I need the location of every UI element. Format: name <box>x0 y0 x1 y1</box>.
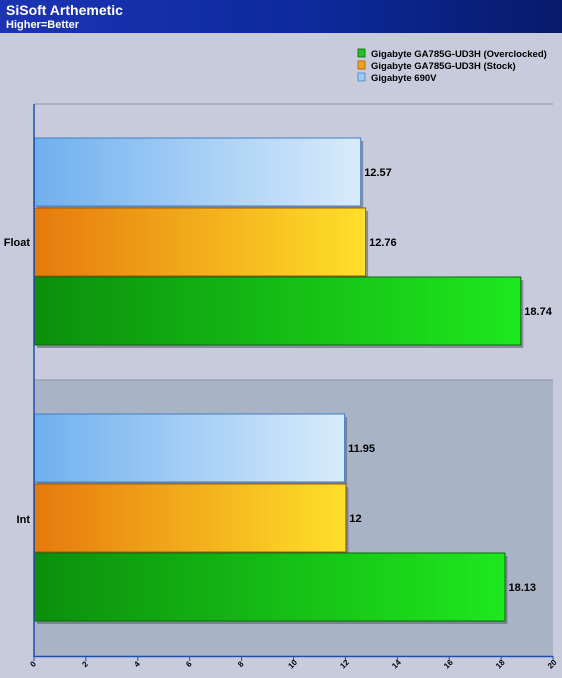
legend-label-690v: Gigabyte 690V <box>371 73 437 84</box>
x-tick-label-8: 16 <box>442 658 455 671</box>
bar-float-overclocked <box>34 276 522 346</box>
data-label-float-690v: 12.57 <box>364 167 392 179</box>
x-tick-label-9: 18 <box>494 658 507 671</box>
bar-float-690v <box>34 137 362 207</box>
chart-subtitle: Higher=Better <box>6 19 80 31</box>
bar-int-stock <box>34 483 347 553</box>
title-bar <box>0 0 562 33</box>
x-tick-label-3: 6 <box>184 659 194 669</box>
chart-title: SiSoft Arthemetic <box>6 2 123 18</box>
data-label-float-stock: 12.76 <box>369 237 397 249</box>
x-tick-label-5: 10 <box>286 658 299 671</box>
category-label-int: Int <box>17 514 31 526</box>
bar-int-690v <box>34 413 346 483</box>
x-tick-label-0: 0 <box>28 659 38 669</box>
x-tick-label-4: 8 <box>236 659 246 669</box>
bars: 12.57 12.76 18.74 11.95 12 18.13 <box>34 137 553 624</box>
data-label-float-overclocked: 18.74 <box>524 306 552 318</box>
legend-swatch-690v <box>357 72 366 82</box>
data-label-int-690v: 11.95 <box>348 443 375 455</box>
legend: Gigabyte GA785G-UD3H (Overclocked) Gigab… <box>357 48 547 84</box>
x-tick-label-6: 12 <box>338 658 351 671</box>
legend-label-stock: Gigabyte GA785G-UD3H (Stock) <box>371 61 516 72</box>
bar-float-stock <box>34 207 367 277</box>
legend-swatch-stock <box>357 60 366 70</box>
x-tick-label-1: 2 <box>80 659 90 669</box>
legend-swatch-overclocked <box>357 48 366 58</box>
x-tick-label-10: 20 <box>546 658 559 671</box>
x-tick-label-7: 14 <box>390 658 403 671</box>
bar-int-overclocked <box>34 552 506 622</box>
category-label-float: Float <box>4 237 31 249</box>
data-label-int-overclocked: 18.13 <box>508 582 536 594</box>
legend-label-overclocked: Gigabyte GA785G-UD3H (Overclocked) <box>371 49 547 60</box>
data-label-int-stock: 12 <box>349 513 361 525</box>
x-tick-label-2: 4 <box>132 659 142 669</box>
x-axis-ticks: 0 2 4 6 8 10 12 14 16 18 20 <box>28 656 559 671</box>
